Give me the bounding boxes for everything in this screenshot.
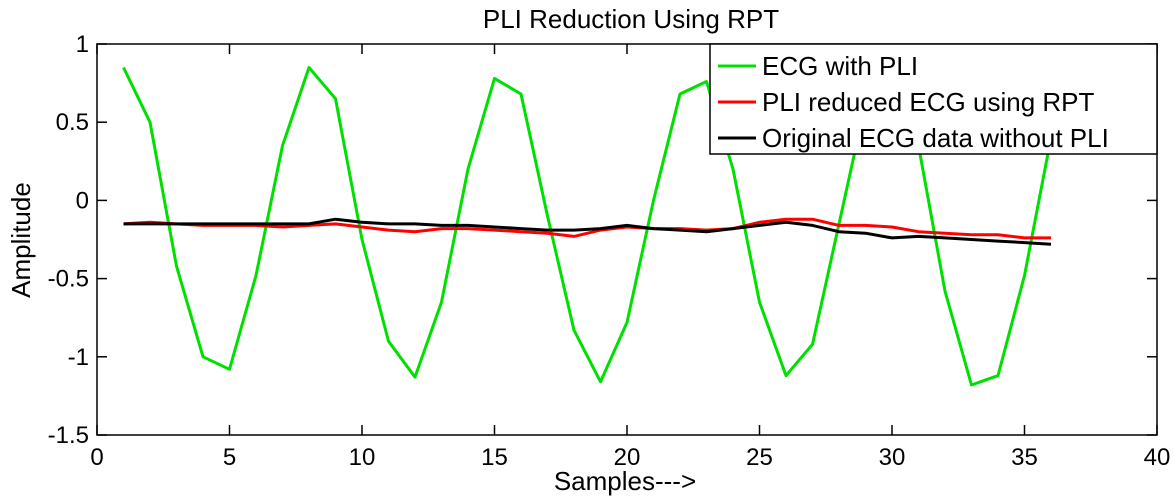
x-tick-label: 40 [1144, 444, 1171, 471]
legend-label: PLI reduced ECG using RPT [762, 87, 1094, 117]
x-tick-label: 0 [90, 444, 103, 471]
x-tick-label: 20 [614, 444, 641, 471]
x-tick-label: 35 [1011, 444, 1038, 471]
y-tick-label: -1 [68, 344, 89, 371]
y-tick-label: -0.5 [48, 266, 89, 293]
x-tick-label: 5 [223, 444, 236, 471]
y-tick-label: 0.5 [56, 109, 89, 136]
legend-label: ECG with PLI [762, 51, 918, 81]
legend: ECG with PLI PLI reduced ECG using RPT Ori… [709, 43, 1158, 155]
y-tick-label: 1 [76, 31, 89, 58]
axis-ticks: 0 5 10 15 20 25 30 35 40 1 0.5 0 -0.5 -1 -1.5 [48, 31, 1171, 471]
x-tick-label: 30 [879, 444, 906, 471]
x-tick-label: 25 [746, 444, 773, 471]
legend-label: Original ECG data without PLI [762, 123, 1109, 153]
series-line-original-ecg-data-without-pli [123, 217, 1052, 246]
series-line-pli-reduced-ecg-using-rpt [123, 217, 1051, 240]
y-tick-label: -1.5 [48, 422, 89, 449]
legend-box [709, 43, 1158, 155]
y-tick-label: 0 [76, 187, 89, 214]
chart-title: PLI Reduction Using RPT [483, 4, 779, 34]
x-tick-label: 10 [349, 444, 376, 471]
x-tick-label: 15 [481, 444, 508, 471]
y-axis-title: Amplitude [6, 182, 36, 298]
x-axis-title: Samples---> [554, 466, 696, 496]
